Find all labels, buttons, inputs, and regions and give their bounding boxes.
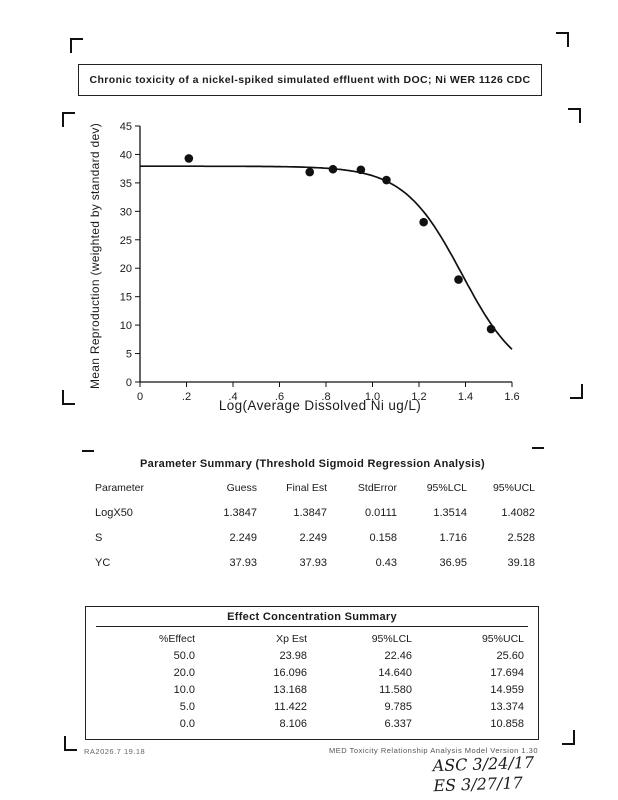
table-cell: 0.158 — [369, 532, 397, 544]
table-cell: 1.716 — [439, 532, 467, 544]
footer-model-version: MED Toxicity Relationship Analysis Model… — [329, 746, 538, 755]
svg-text:.6: .6 — [275, 391, 284, 403]
svg-text:1.6: 1.6 — [504, 391, 519, 403]
table-cell: 1.3847 — [223, 507, 257, 519]
table-cell: 10.0 — [173, 684, 195, 696]
crop-mark — [570, 384, 583, 399]
table-cell: 9.785 — [384, 701, 412, 713]
table-cell: YC — [95, 557, 111, 569]
column-header: 95%UCL — [492, 482, 535, 494]
table-cell: 16.096 — [273, 667, 307, 679]
svg-text:1.2: 1.2 — [411, 391, 426, 403]
column-header: StdError — [357, 482, 397, 494]
svg-text:45: 45 — [120, 121, 132, 133]
svg-text:35: 35 — [120, 178, 132, 190]
svg-text:.4: .4 — [228, 391, 237, 403]
svg-text:15: 15 — [120, 292, 132, 304]
table-cell: 11.422 — [274, 701, 307, 713]
svg-text:10: 10 — [120, 320, 132, 332]
table-cell: 1.3514 — [433, 507, 467, 519]
table-cell: 0.0 — [179, 718, 195, 730]
table-cell: 0.0111 — [364, 507, 397, 519]
table-cell: 23.98 — [279, 650, 307, 662]
svg-text:0: 0 — [126, 377, 132, 389]
column-header: %Effect — [159, 633, 195, 645]
table-cell: 22.46 — [384, 650, 412, 662]
crop-mark — [62, 112, 75, 127]
column-header: 95%LCL — [371, 633, 412, 645]
table-cell: 2.249 — [299, 532, 327, 544]
svg-text:40: 40 — [120, 149, 132, 161]
crop-mark — [70, 38, 83, 53]
crop-mark — [562, 730, 575, 745]
svg-text:.2: .2 — [182, 391, 191, 403]
crop-mark — [556, 32, 569, 47]
parameter-summary-table: Parameter Guess Final Est StdError 95%LC… — [95, 482, 535, 569]
table-cell: 10.858 — [490, 718, 524, 730]
table-cell: 2.528 — [507, 532, 535, 544]
report-title-box: Chronic toxicity of a nickel-spiked simu… — [78, 64, 542, 96]
crop-mark — [62, 390, 75, 405]
svg-text:5: 5 — [126, 349, 132, 361]
effect-summary-title: Effect Concentration Summary — [96, 607, 528, 627]
table-cell: 14.640 — [378, 667, 412, 679]
parameter-summary-title: Parameter Summary (Threshold Sigmoid Reg… — [140, 458, 485, 470]
svg-text:30: 30 — [120, 206, 132, 218]
table-cell: 25.60 — [496, 650, 524, 662]
table-cell: 17.694 — [490, 667, 524, 679]
table-cell: 14.959 — [490, 684, 524, 696]
table-cell: 6.337 — [384, 718, 412, 730]
table-cell: LogX50 — [95, 507, 133, 519]
table-cell: 37.93 — [229, 557, 257, 569]
table-cell: 2.249 — [229, 532, 257, 544]
svg-text:0: 0 — [137, 391, 143, 403]
table-cell: 36.95 — [439, 557, 467, 569]
crop-mark — [532, 447, 544, 449]
crop-mark — [82, 450, 94, 452]
table-cell: 39.18 — [507, 557, 535, 569]
handwritten-line-2: ES 3/27/17 — [433, 773, 524, 796]
table-cell: 1.4082 — [501, 507, 535, 519]
column-header: Final Est — [286, 482, 327, 494]
table-cell: 11.580 — [379, 684, 412, 696]
table-cell: 20.0 — [173, 667, 195, 679]
chart-y-axis-label: Mean Reproduction (weighted by standard … — [88, 123, 102, 390]
dose-response-chart: 0 5 10 15 20 25 30 35 40 45 0 .2 .4 .6 .8 1.0 1.2 1.4 1.6 — [120, 121, 520, 403]
crop-mark — [568, 108, 581, 123]
chart-x-axis-label: Log(Average Dissolved Ni ug/L) — [218, 398, 422, 413]
svg-text:1.0: 1.0 — [365, 391, 380, 403]
table-cell: 0.43 — [375, 557, 397, 569]
table-cell: 8.106 — [279, 718, 307, 730]
column-header: Xp Est — [276, 633, 307, 645]
table-cell: 13.168 — [273, 684, 307, 696]
table-cell: 50.0 — [173, 650, 195, 662]
svg-text:20: 20 — [120, 263, 132, 275]
page-title: Chronic toxicity of a nickel-spiked simu… — [89, 74, 531, 86]
footer-run-stamp: RA2026.7 19.18 — [84, 747, 146, 756]
table-cell: 13.374 — [490, 701, 524, 713]
crop-mark — [64, 736, 77, 751]
column-header: 95%UCL — [481, 633, 524, 645]
column-header: Parameter — [95, 482, 145, 494]
svg-text:25: 25 — [120, 235, 132, 247]
column-header: Guess — [226, 482, 257, 494]
table-cell: 1.3847 — [293, 507, 327, 519]
svg-text:1.4: 1.4 — [458, 391, 473, 403]
svg-text:.8: .8 — [321, 391, 330, 403]
handwritten-initials: ASC 3/24/17 ES 3/27/17 — [432, 752, 563, 797]
table-cell: S — [95, 532, 103, 544]
effect-summary-table: %Effect Xp Est 95%LCL 95%UCL 50.0 23.98 … — [86, 627, 538, 733]
effect-concentration-summary-box: Effect Concentration Summary %Effect Xp … — [85, 606, 539, 740]
column-header: 95%LCL — [426, 482, 467, 494]
table-cell: 5.0 — [179, 701, 195, 713]
table-cell: 37.93 — [299, 557, 327, 569]
